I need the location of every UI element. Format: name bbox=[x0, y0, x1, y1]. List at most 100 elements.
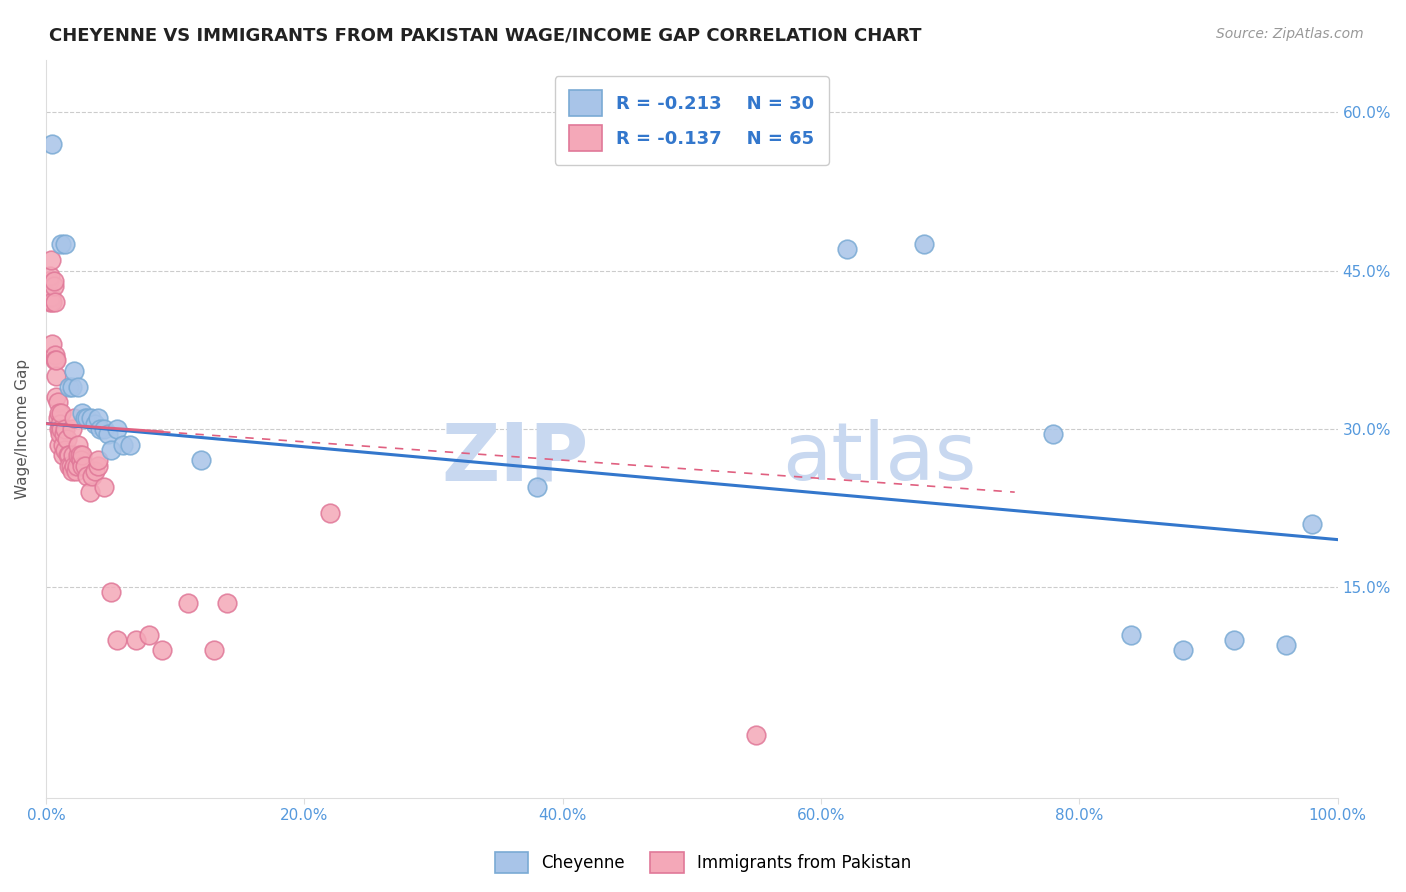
Point bbox=[67, 448, 90, 462]
Point bbox=[86, 453, 108, 467]
Point bbox=[65, 464, 87, 478]
Text: Source: ZipAtlas.com: Source: ZipAtlas.com bbox=[1216, 27, 1364, 41]
Text: CHEYENNE VS IMMIGRANTS FROM PAKISTAN WAGE/INCOME GAP CORRELATION CHART: CHEYENNE VS IMMIGRANTS FROM PAKISTAN WAG… bbox=[49, 27, 922, 45]
Point bbox=[84, 417, 107, 431]
Point bbox=[42, 279, 65, 293]
Point bbox=[39, 253, 62, 268]
Point bbox=[89, 422, 111, 436]
Point bbox=[59, 458, 82, 473]
Point bbox=[58, 379, 80, 393]
Point bbox=[56, 448, 79, 462]
Point bbox=[82, 469, 104, 483]
Point bbox=[67, 379, 90, 393]
Point bbox=[63, 364, 86, 378]
Point bbox=[76, 411, 98, 425]
Point bbox=[49, 427, 72, 442]
Point bbox=[51, 406, 73, 420]
Point bbox=[62, 448, 84, 462]
Point bbox=[69, 448, 91, 462]
Point bbox=[53, 442, 76, 457]
Legend: Cheyenne, Immigrants from Pakistan: Cheyenne, Immigrants from Pakistan bbox=[488, 846, 918, 880]
Point bbox=[42, 274, 65, 288]
Point bbox=[70, 458, 93, 473]
Point bbox=[46, 411, 69, 425]
Point bbox=[44, 348, 66, 362]
Point bbox=[118, 437, 141, 451]
Point bbox=[44, 295, 66, 310]
Point bbox=[112, 437, 135, 451]
Point bbox=[49, 417, 72, 431]
Point bbox=[97, 427, 120, 442]
Point bbox=[67, 437, 90, 451]
Point bbox=[52, 448, 75, 462]
Point bbox=[48, 437, 70, 451]
Point bbox=[60, 422, 83, 436]
Point bbox=[53, 427, 76, 442]
Point bbox=[70, 453, 93, 467]
Point bbox=[73, 411, 96, 425]
Point bbox=[48, 406, 70, 420]
Point bbox=[84, 464, 107, 478]
Point bbox=[1042, 427, 1064, 442]
Point bbox=[38, 274, 60, 288]
Point bbox=[55, 433, 77, 447]
Point bbox=[51, 422, 73, 436]
Point bbox=[100, 585, 122, 599]
Point bbox=[41, 136, 63, 151]
Point bbox=[138, 627, 160, 641]
Point bbox=[319, 506, 342, 520]
Point bbox=[58, 448, 80, 462]
Point bbox=[93, 480, 115, 494]
Point bbox=[63, 458, 86, 473]
Point bbox=[60, 379, 83, 393]
Point bbox=[45, 369, 67, 384]
Point bbox=[38, 268, 60, 283]
Point bbox=[526, 480, 548, 494]
Point bbox=[105, 632, 128, 647]
Point bbox=[1275, 638, 1298, 652]
Point bbox=[86, 411, 108, 425]
Point bbox=[93, 422, 115, 436]
Point bbox=[202, 643, 225, 657]
Point bbox=[76, 469, 98, 483]
Text: ZIP: ZIP bbox=[441, 419, 589, 498]
Point bbox=[66, 458, 89, 473]
Point bbox=[73, 458, 96, 473]
Point bbox=[177, 596, 200, 610]
Point bbox=[912, 237, 935, 252]
Point bbox=[745, 728, 768, 742]
Point bbox=[150, 643, 173, 657]
Point bbox=[835, 243, 858, 257]
Point bbox=[79, 485, 101, 500]
Point bbox=[105, 422, 128, 436]
Point bbox=[41, 295, 63, 310]
Point bbox=[52, 437, 75, 451]
Point bbox=[41, 337, 63, 351]
Point bbox=[53, 237, 76, 252]
Point bbox=[100, 442, 122, 457]
Point bbox=[44, 353, 66, 368]
Point bbox=[215, 596, 238, 610]
Point bbox=[63, 411, 86, 425]
Point bbox=[39, 290, 62, 304]
Point bbox=[60, 464, 83, 478]
Point bbox=[1119, 627, 1142, 641]
Point bbox=[80, 411, 103, 425]
Point bbox=[1301, 516, 1323, 531]
Point bbox=[53, 422, 76, 436]
Point bbox=[58, 458, 80, 473]
Point bbox=[125, 632, 148, 647]
Point bbox=[1223, 632, 1246, 647]
Point bbox=[70, 406, 93, 420]
Point bbox=[45, 353, 67, 368]
Point bbox=[1171, 643, 1194, 657]
Point bbox=[38, 295, 60, 310]
Point bbox=[190, 453, 212, 467]
Text: atlas: atlas bbox=[782, 419, 977, 498]
Point bbox=[46, 395, 69, 409]
Point bbox=[48, 422, 70, 436]
Legend: R = -0.213    N = 30, R = -0.137    N = 65: R = -0.213 N = 30, R = -0.137 N = 65 bbox=[555, 76, 828, 165]
Y-axis label: Wage/Income Gap: Wage/Income Gap bbox=[15, 359, 30, 499]
Point bbox=[45, 390, 67, 404]
Point bbox=[86, 458, 108, 473]
